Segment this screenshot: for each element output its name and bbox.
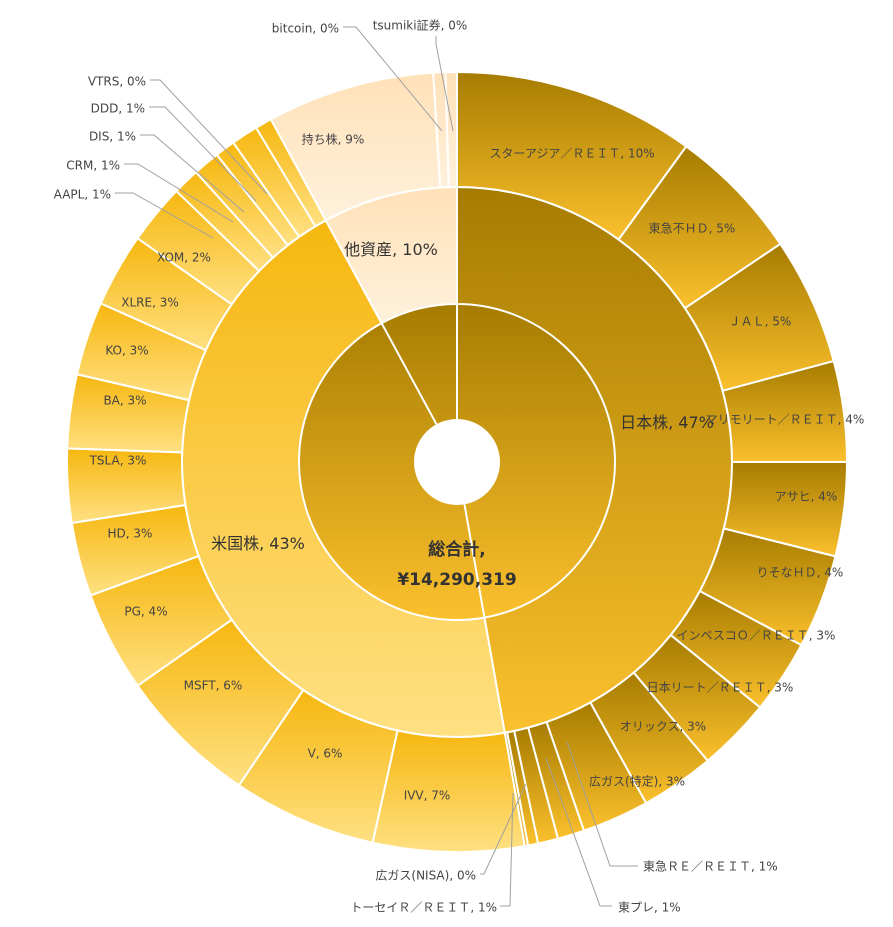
item-label-jp-item-10: 東急ＲＥ／ＲＥＩＴ, 1% bbox=[643, 859, 778, 874]
group-label-jp: 日本株, 47% bbox=[620, 413, 714, 432]
center-divider bbox=[380, 322, 438, 425]
item-label-us-v: V, 6% bbox=[308, 747, 343, 761]
item-label-jp-item-3: マリモリート／ＲＥＩＴ, 4% bbox=[706, 413, 865, 427]
item-segment-other-tsumiki[interactable] bbox=[444, 70, 458, 189]
item-label-jp-item-12: トーセイＲ／ＲＥＩＴ, 1% bbox=[350, 901, 497, 915]
item-label-jp-item-9: 広ガス(特定), 3% bbox=[589, 774, 685, 789]
item-label-us-aapl: AAPL, 1% bbox=[54, 188, 111, 202]
center-hole bbox=[414, 419, 500, 505]
item-label-jp-nisa: 広ガス(NISA), 0% bbox=[375, 869, 476, 883]
leader-line-aapl bbox=[115, 192, 214, 239]
leader-line-item-11 bbox=[545, 757, 612, 907]
leader-line-ddd bbox=[149, 106, 257, 202]
leader-line-bitcoin bbox=[343, 26, 443, 132]
outer-ring bbox=[66, 70, 849, 853]
item-label-us-xom: XOM, 2% bbox=[157, 251, 211, 265]
leader-line-crm bbox=[124, 163, 234, 223]
item-label-jp-item-7: 日本リート／ＲＥＩＴ, 3% bbox=[647, 681, 794, 695]
item-label-jp-item-11: 東プレ, 1% bbox=[618, 901, 681, 915]
item-label-jp-item-0: スターアジア／ＲＥＩＴ, 10% bbox=[489, 147, 654, 161]
leader-line-nisa bbox=[480, 783, 527, 875]
item-label-us-hd: HD, 3% bbox=[108, 527, 153, 541]
leader-line-tsumiki bbox=[435, 36, 454, 132]
leader-line-vtrs bbox=[150, 79, 268, 195]
center-total-label: 総合計, bbox=[428, 539, 485, 560]
item-label-jp-item-6: インベスコＯ／ＲＥＩＴ, 3% bbox=[677, 629, 836, 643]
item-label-us-ko: KO, 3% bbox=[105, 344, 148, 358]
center-divider bbox=[463, 504, 486, 618]
item-label-jp-item-4: アサヒ, 4% bbox=[775, 490, 838, 504]
item-label-jp-item-8: オリックス, 3% bbox=[620, 720, 706, 734]
item-label-jp-item-1: 東急不ＨＤ, 5% bbox=[649, 221, 736, 236]
item-label-us-crm: CRM, 1% bbox=[66, 159, 120, 173]
leader-lines bbox=[115, 26, 638, 907]
group-label-us: 米国株, 43% bbox=[211, 534, 305, 553]
chart-labels: 日本株, 47% スターアジア／ＲＥＩＴ, 10% 東急不ＨＤ, 5% ＪＡＬ, 5%… bbox=[54, 18, 865, 915]
item-label-other-item-0: 持ち株, 9% bbox=[302, 132, 365, 147]
item-label-other-tsumiki: tsumiki証券, 0% bbox=[373, 18, 468, 33]
leader-line-item-12 bbox=[500, 792, 514, 907]
item-label-jp-item-2: ＪＡＬ, 5% bbox=[729, 315, 792, 329]
item-label-us-ba: BA, 3% bbox=[103, 394, 146, 408]
item-label-other-bitcoin: bitcoin, 0% bbox=[272, 22, 339, 36]
item-label-us-tsla: TSLA, 3% bbox=[89, 454, 147, 468]
item-label-us-xlre: XLRE, 3% bbox=[121, 296, 179, 310]
item-label-us-ivv: IVV, 7% bbox=[404, 789, 451, 803]
leader-line-item-10 bbox=[566, 741, 638, 867]
item-label-us-ddd: DDD, 1% bbox=[91, 102, 145, 116]
item-label-jp-item-5: りそなＨＤ, 4% bbox=[757, 566, 844, 580]
item-label-us-msft: MSFT, 6% bbox=[184, 679, 243, 693]
item-label-us-pg: PG, 4% bbox=[124, 605, 167, 619]
leader-line-dis bbox=[140, 134, 245, 213]
item-label-us-dis: DIS, 1% bbox=[89, 130, 136, 144]
group-label-other: 他資産, 10% bbox=[344, 240, 438, 259]
item-label-us-vtrs: VTRS, 0% bbox=[88, 75, 146, 89]
center-total-value: ¥14,290,319 bbox=[397, 570, 516, 590]
